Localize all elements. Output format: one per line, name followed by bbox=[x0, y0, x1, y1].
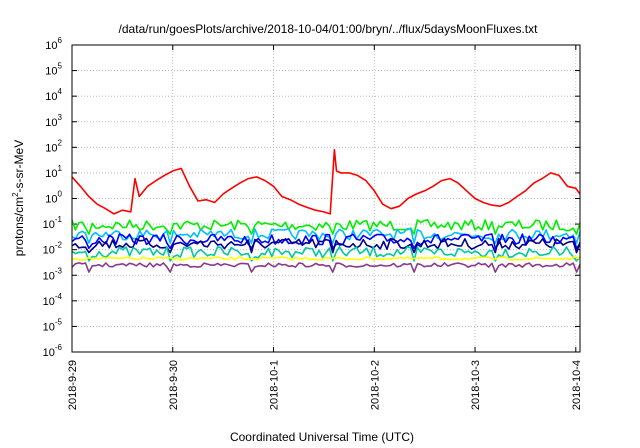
y-tick-label: 104 bbox=[45, 87, 62, 103]
y-axis-label-base: protons/cm bbox=[12, 197, 26, 256]
y-tick-exponent: 4 bbox=[58, 87, 63, 96]
y-tick-exponent: -5 bbox=[55, 317, 63, 326]
series-line bbox=[71, 256, 581, 261]
y-tick-label: 101 bbox=[45, 164, 62, 180]
y-tick-exponent: -4 bbox=[55, 292, 63, 301]
y-axis-ticks: 10-610-510-410-310-210-11001011021031041… bbox=[43, 36, 580, 359]
x-axis-ticks: 2018-9-29 2018-9-30 2018-10-1 2018-10-2 2018… bbox=[67, 45, 583, 410]
series-line bbox=[71, 245, 581, 262]
y-tick-base: 10 bbox=[43, 296, 55, 308]
y-axis-label-sup: 2 bbox=[11, 192, 20, 197]
y-tick-base: 10 bbox=[43, 245, 55, 257]
x-axis-label: Coordinated Universal Time (UTC) bbox=[230, 430, 414, 444]
y-tick-label: 10-1 bbox=[43, 215, 63, 231]
x-tick-label: 2018-10-4 bbox=[571, 360, 583, 410]
series-line bbox=[71, 233, 581, 250]
y-tick-label: 10-3 bbox=[43, 266, 63, 282]
y-tick-base: 10 bbox=[45, 117, 57, 129]
y-tick-label: 10-2 bbox=[43, 241, 63, 257]
x-tick-label: 2018-9-30 bbox=[168, 360, 180, 410]
plot-frame bbox=[71, 44, 581, 353]
series-line bbox=[71, 149, 581, 215]
y-tick-exponent: 5 bbox=[58, 62, 63, 71]
y-tick-base: 10 bbox=[45, 91, 57, 103]
y-tick-label: 100 bbox=[45, 190, 62, 206]
y-tick-exponent: 3 bbox=[58, 113, 63, 122]
y-tick-exponent: 1 bbox=[58, 164, 63, 173]
y-axis-label: protons/cm2-s-sr-MeV bbox=[11, 140, 26, 256]
y-tick-base: 10 bbox=[43, 219, 55, 231]
x-tick-label: 2018-10-1 bbox=[269, 360, 281, 410]
y-tick-exponent: 2 bbox=[58, 138, 63, 147]
y-tick-exponent: -6 bbox=[55, 343, 63, 352]
y-tick-label: 102 bbox=[45, 138, 62, 154]
y-tick-base: 10 bbox=[45, 194, 57, 206]
y-tick-base: 10 bbox=[45, 40, 57, 52]
y-tick-exponent: -1 bbox=[55, 215, 63, 224]
series-line bbox=[71, 219, 581, 235]
y-tick-base: 10 bbox=[45, 168, 57, 180]
grid bbox=[71, 45, 580, 352]
y-tick-label: 10-5 bbox=[43, 317, 63, 333]
y-tick-label: 106 bbox=[45, 36, 62, 52]
y-tick-exponent: 6 bbox=[58, 36, 63, 45]
y-tick-label: 105 bbox=[45, 62, 62, 78]
y-tick-label: 103 bbox=[45, 113, 62, 129]
y-tick-base: 10 bbox=[45, 142, 57, 154]
y-tick-base: 10 bbox=[43, 347, 55, 359]
x-tick-label: 2018-10-2 bbox=[369, 360, 381, 410]
x-tick-label: 2018-10-3 bbox=[470, 360, 482, 410]
y-tick-exponent: -2 bbox=[55, 241, 63, 250]
y-tick-label: 10-6 bbox=[43, 343, 63, 359]
y-tick-base: 10 bbox=[45, 66, 57, 78]
series-line bbox=[71, 262, 581, 273]
y-tick-label: 10-4 bbox=[43, 292, 63, 308]
series-line bbox=[71, 237, 581, 254]
data-series bbox=[71, 149, 581, 273]
y-axis-label-rest: -s-sr-MeV bbox=[12, 140, 26, 193]
y-tick-exponent: -3 bbox=[55, 266, 63, 275]
y-tick-exponent: 0 bbox=[58, 190, 63, 199]
chart-title: /data/run/goesPlots/archive/2018-10-04/0… bbox=[119, 22, 539, 36]
y-tick-base: 10 bbox=[43, 270, 55, 282]
x-tick-label: 2018-9-29 bbox=[67, 360, 79, 410]
y-tick-base: 10 bbox=[43, 321, 55, 333]
